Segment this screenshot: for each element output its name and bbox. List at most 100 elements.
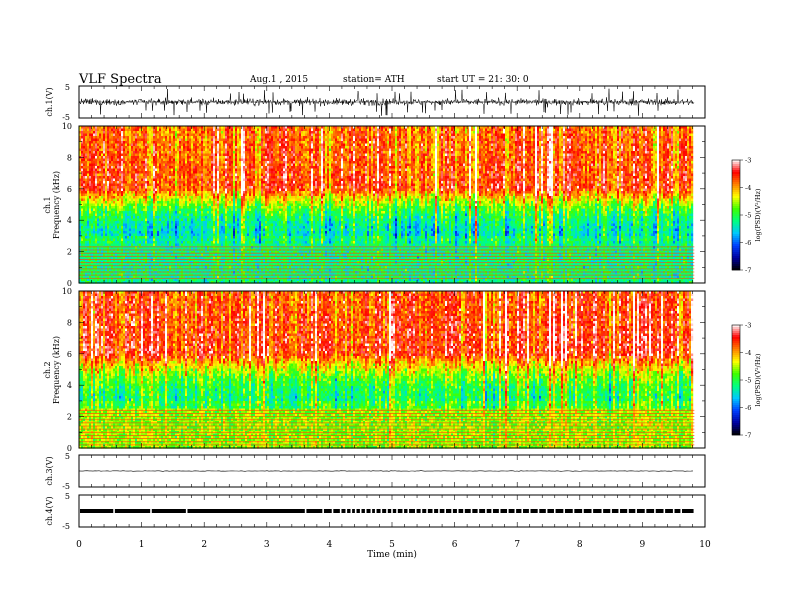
spec-cell xyxy=(83,204,85,207)
spec-cell xyxy=(105,186,107,189)
spec-cell xyxy=(95,234,97,237)
spec-cell xyxy=(83,166,85,169)
spec-cell xyxy=(91,246,93,249)
spec-cell xyxy=(83,206,85,209)
spec-cell xyxy=(95,159,97,162)
spec-cell xyxy=(99,216,101,219)
spec-cell xyxy=(85,234,87,237)
spec-cell xyxy=(93,241,95,244)
spec-cell xyxy=(107,159,109,162)
spec-cell xyxy=(105,254,107,257)
spec-cell xyxy=(89,136,91,139)
spec-cell xyxy=(87,216,89,219)
spec-cell xyxy=(111,246,113,249)
spec-cell xyxy=(93,254,95,257)
spec-cell xyxy=(89,184,91,187)
spec-cell xyxy=(95,266,97,269)
spec-cell xyxy=(115,151,117,154)
spec-cell xyxy=(91,156,93,159)
spec-cell xyxy=(91,189,93,192)
spec-cell xyxy=(119,131,121,134)
spec-cell xyxy=(115,244,117,247)
spec-cell xyxy=(103,179,105,182)
spec-cell xyxy=(107,184,109,187)
spec-cell xyxy=(115,141,117,144)
spec-cell xyxy=(99,236,101,239)
spec-cell xyxy=(87,221,89,224)
spec-cell xyxy=(105,239,107,242)
spec-cell xyxy=(117,244,119,247)
spec-cell xyxy=(107,196,109,199)
spec-cell xyxy=(111,236,113,239)
spec-cell xyxy=(107,216,109,219)
spec-cell xyxy=(111,161,113,164)
spec-cell xyxy=(87,234,89,237)
spec-cell xyxy=(87,169,89,172)
spec-cell xyxy=(113,234,115,237)
spec-cell xyxy=(91,231,93,234)
spec-cell xyxy=(113,154,115,157)
spec-cell xyxy=(117,136,119,139)
spec-cell xyxy=(101,156,103,159)
spec-cell xyxy=(113,236,115,239)
spec-cell xyxy=(91,174,93,177)
spec-cell xyxy=(107,266,109,269)
spec-cell xyxy=(111,234,113,237)
spec-cell xyxy=(87,151,89,154)
spec-cell xyxy=(97,151,99,154)
spec-cell xyxy=(91,171,93,174)
spec-cell xyxy=(117,194,119,197)
spec-cell xyxy=(85,131,87,134)
spec-cell xyxy=(103,229,105,232)
spec-cell xyxy=(85,266,87,269)
spec-cell xyxy=(111,189,113,192)
spec-cell xyxy=(103,191,105,194)
spec-cell xyxy=(107,224,109,227)
spec-cell xyxy=(85,181,87,184)
spec-cell xyxy=(91,154,93,157)
spec-cell xyxy=(113,254,115,257)
spec-cell xyxy=(83,209,85,212)
spec-cell xyxy=(81,201,83,204)
spec-cell xyxy=(89,171,91,174)
spec-cell xyxy=(109,241,111,244)
spec-cell xyxy=(107,254,109,257)
spec-cell xyxy=(113,151,115,154)
spec-cell xyxy=(89,191,91,194)
spec-cell xyxy=(101,206,103,209)
spec-cell xyxy=(115,231,117,234)
spec-cell xyxy=(111,156,113,159)
spec-cell xyxy=(107,189,109,192)
spec-cell xyxy=(101,201,103,204)
spec-cell xyxy=(87,254,89,257)
spec-cell xyxy=(97,139,99,142)
spec-cell xyxy=(115,149,117,152)
spec-cell xyxy=(81,194,83,197)
spec-cell xyxy=(87,129,89,132)
spec-cell xyxy=(105,214,107,217)
spec-cell xyxy=(103,144,105,147)
spec-cell xyxy=(83,231,85,234)
spec-cell xyxy=(117,219,119,222)
spec-cell xyxy=(99,176,101,179)
spec-cell xyxy=(95,226,97,229)
ch1-ylabel: ch.1(V) xyxy=(45,87,54,116)
spec-cell xyxy=(81,164,83,167)
spec-cell xyxy=(83,139,85,142)
spec-cell xyxy=(103,214,105,217)
spec-cell xyxy=(103,239,105,242)
spec-cell xyxy=(97,174,99,177)
spec-cell xyxy=(83,141,85,144)
spec-cell xyxy=(107,201,109,204)
spec-cell xyxy=(97,239,99,242)
spec-cell xyxy=(97,179,99,182)
spec-cell xyxy=(105,279,107,282)
spec-cell xyxy=(101,224,103,227)
spec-cell xyxy=(81,221,83,224)
spec-cell xyxy=(107,221,109,224)
spec-cell xyxy=(101,204,103,207)
spec-cell xyxy=(117,224,119,227)
spec-cell xyxy=(93,234,95,237)
spec-cell xyxy=(97,234,99,237)
spec-cell xyxy=(115,181,117,184)
